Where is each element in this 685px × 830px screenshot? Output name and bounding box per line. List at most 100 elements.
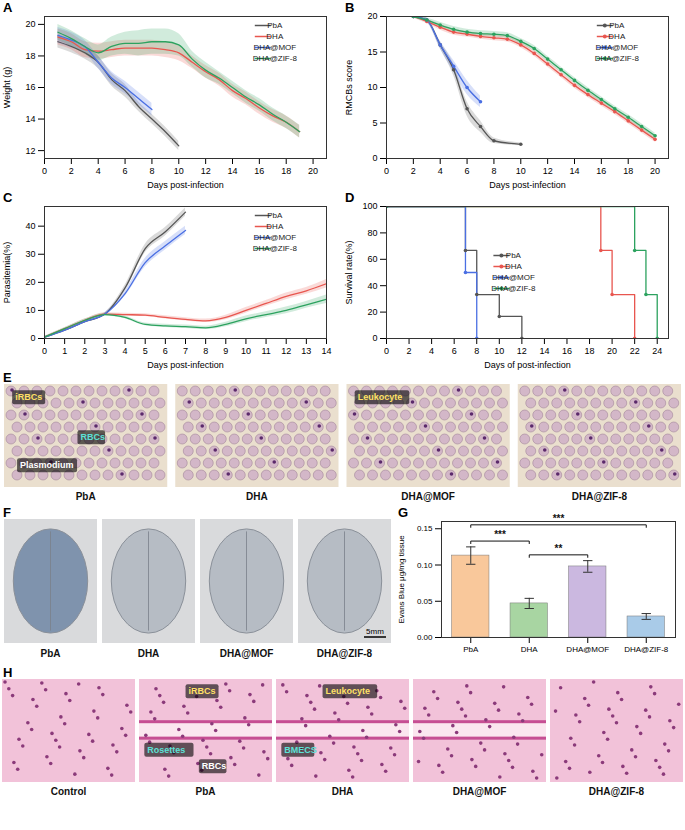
svg-text:24: 24 <box>652 346 662 356</box>
svg-text:0: 0 <box>30 333 35 343</box>
svg-text:DHA@MOF: DHA@MOF <box>253 43 296 52</box>
svg-text:0: 0 <box>384 166 389 176</box>
svg-text:4: 4 <box>438 166 443 176</box>
svg-text:DHA@MOF: DHA@MOF <box>220 648 274 659</box>
svg-text:60: 60 <box>367 254 377 264</box>
svg-text:6: 6 <box>123 166 128 176</box>
svg-text:20: 20 <box>25 19 35 29</box>
svg-text:6: 6 <box>452 346 457 356</box>
svg-text:18: 18 <box>281 166 291 176</box>
svg-text:10: 10 <box>367 82 377 92</box>
svg-text:0: 0 <box>384 346 389 356</box>
svg-text:10: 10 <box>174 166 184 176</box>
svg-text:22: 22 <box>630 346 640 356</box>
svg-text:9: 9 <box>223 346 228 356</box>
svg-text:0.00: 0.00 <box>417 633 433 642</box>
svg-text:DHA@MOF: DHA@MOF <box>253 233 296 242</box>
svg-text:0: 0 <box>372 153 377 163</box>
svg-text:4: 4 <box>123 346 128 356</box>
svg-text:20: 20 <box>25 277 35 287</box>
svg-text:Parasitemia(%): Parasitemia(%) <box>2 242 12 304</box>
svg-text:2: 2 <box>407 346 412 356</box>
svg-text:DHA@ZIF-8: DHA@ZIF-8 <box>589 786 645 797</box>
svg-text:PbA: PbA <box>506 251 522 260</box>
svg-text:8: 8 <box>491 166 496 176</box>
svg-text:DHA@MOF: DHA@MOF <box>492 273 535 282</box>
svg-text:12: 12 <box>25 145 35 155</box>
svg-text:5: 5 <box>372 118 377 128</box>
svg-text:20: 20 <box>308 166 318 176</box>
svg-text:Days post-infection: Days post-infection <box>147 360 224 370</box>
svg-text:16: 16 <box>562 346 572 356</box>
svg-text:PbA: PbA <box>463 645 479 654</box>
svg-text:80: 80 <box>367 228 377 238</box>
svg-text:12: 12 <box>201 166 211 176</box>
svg-text:7: 7 <box>183 346 188 356</box>
svg-text:100: 100 <box>362 201 377 211</box>
svg-text:6: 6 <box>465 166 470 176</box>
svg-text:***: *** <box>553 513 565 524</box>
svg-text:iRBCs: iRBCs <box>15 392 42 402</box>
svg-text:0.15: 0.15 <box>417 524 433 533</box>
svg-text:DHA: DHA <box>266 222 284 231</box>
svg-text:DHA: DHA <box>521 645 539 654</box>
svg-text:DHA: DHA <box>138 648 160 659</box>
svg-text:Leukocyte: Leukocyte <box>358 392 403 402</box>
svg-text:12: 12 <box>543 166 553 176</box>
svg-text:16: 16 <box>254 166 264 176</box>
svg-text:20: 20 <box>650 166 660 176</box>
svg-text:20: 20 <box>607 346 617 356</box>
svg-text:18: 18 <box>25 51 35 61</box>
svg-text:10: 10 <box>241 346 251 356</box>
svg-text:5mm: 5mm <box>366 627 384 636</box>
svg-text:PbA: PbA <box>609 21 625 30</box>
svg-text:20: 20 <box>367 11 377 21</box>
svg-text:DHA: DHA <box>266 32 284 41</box>
svg-text:PbA: PbA <box>267 211 283 220</box>
svg-text:iRBCs: iRBCs <box>189 686 216 696</box>
svg-text:***: *** <box>494 529 506 540</box>
svg-text:Days post-infection: Days post-infection <box>489 180 566 190</box>
svg-text:40: 40 <box>367 281 377 291</box>
svg-text:14: 14 <box>569 166 579 176</box>
svg-text:Leukocyte: Leukocyte <box>326 686 371 696</box>
svg-text:0.05: 0.05 <box>417 597 433 606</box>
svg-text:3: 3 <box>102 346 107 356</box>
svg-text:1: 1 <box>62 346 67 356</box>
svg-text:Survival rate(%): Survival rate(%) <box>344 240 354 304</box>
svg-text:18: 18 <box>623 166 633 176</box>
svg-text:16: 16 <box>25 82 35 92</box>
svg-text:2: 2 <box>82 346 87 356</box>
svg-text:10: 10 <box>494 346 504 356</box>
svg-text:DHA@ZIF-8: DHA@ZIF-8 <box>491 284 536 293</box>
svg-text:DHA@ZIF-8: DHA@ZIF-8 <box>317 648 373 659</box>
svg-text:2: 2 <box>411 166 416 176</box>
svg-text:0: 0 <box>42 166 47 176</box>
svg-text:Days of post-infection: Days of post-infection <box>484 360 571 370</box>
svg-text:8: 8 <box>474 346 479 356</box>
svg-text:DHA@MOF: DHA@MOF <box>453 786 507 797</box>
svg-text:PbA: PbA <box>267 21 283 30</box>
svg-text:DHA@MOF: DHA@MOF <box>566 645 609 654</box>
svg-text:4: 4 <box>429 346 434 356</box>
svg-text:30: 30 <box>25 249 35 259</box>
svg-text:Evans Blue μg/mg tissue: Evans Blue μg/mg tissue <box>397 535 406 624</box>
svg-text:Days post-infection: Days post-infection <box>147 180 224 190</box>
svg-text:RMCBs score: RMCBs score <box>344 60 354 116</box>
svg-text:PbA: PbA <box>196 786 216 797</box>
svg-text:2: 2 <box>69 166 74 176</box>
svg-text:8: 8 <box>149 166 154 176</box>
svg-text:RBCs: RBCs <box>80 432 105 442</box>
svg-text:16: 16 <box>596 166 606 176</box>
svg-text:11: 11 <box>261 346 270 356</box>
svg-text:DHA: DHA <box>332 786 354 797</box>
svg-text:40: 40 <box>25 221 35 231</box>
svg-text:0.10: 0.10 <box>417 561 433 570</box>
svg-text:DHA@ZIF-8: DHA@ZIF-8 <box>572 491 628 502</box>
svg-text:Plasmodium: Plasmodium <box>20 460 74 470</box>
svg-text:4: 4 <box>96 166 101 176</box>
svg-text:0: 0 <box>42 346 47 356</box>
svg-text:PbA: PbA <box>76 491 96 502</box>
svg-text:DHA@ZIF-8: DHA@ZIF-8 <box>595 54 640 63</box>
svg-text:14: 14 <box>539 346 549 356</box>
